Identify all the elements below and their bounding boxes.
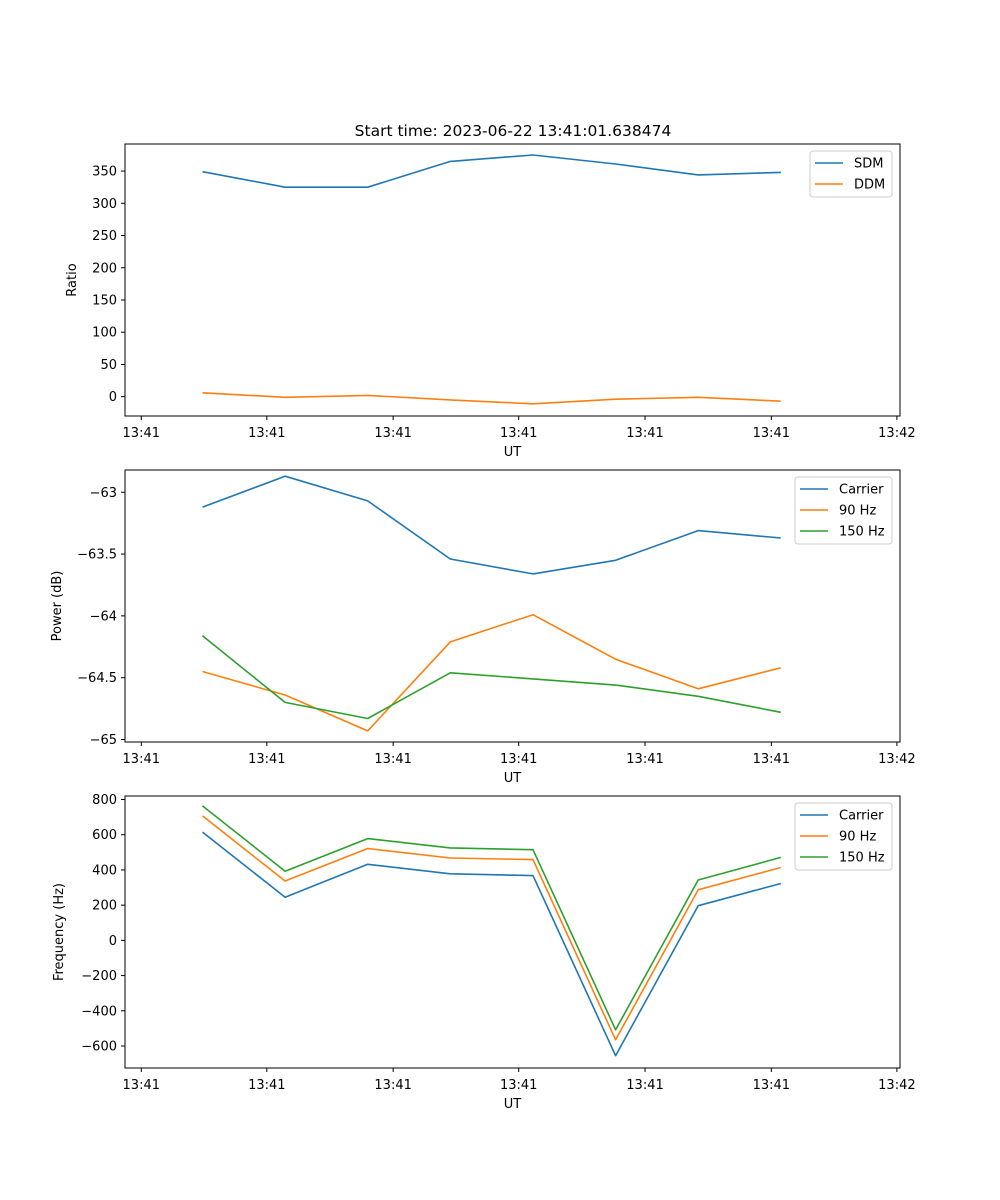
panel-2: −65 −64.5 −64 −63.5 −63 13:41 13:41 13:41 13:41 1… [50,469,916,786]
y-tick-label: 0 [109,390,117,405]
legend-label: 90 Hz [839,504,876,519]
x-tick-label: 13:41 [123,426,160,441]
y-axis-label: Frequency (Hz) [52,883,67,981]
x-tick-label: 13:42 [878,1078,915,1093]
legend: Carrier 90 Hz 150 Hz [794,802,893,871]
x-tick-label: 13:41 [374,752,411,767]
legend: Carrier 90 Hz 150 Hz [794,476,893,545]
series-line-90-hz [202,613,781,732]
chart-panels: 0 50 100 150 200 250 300 350 13:41 13:41 13:41 13:4… [50,143,916,1112]
x-tick-label: 13:41 [123,1078,160,1093]
legend: SDM DDM [809,150,893,198]
y-tick-label: 800 [92,793,117,808]
series-line-ddm [202,392,781,405]
y-tick-label: 300 [92,197,117,212]
legend-label: SDM [854,157,883,172]
legend-label: 150 Hz [839,851,885,866]
series-line-carrier [202,475,781,575]
x-tick-label: 13:41 [248,1078,285,1093]
legend-label: Carrier [839,809,884,824]
x-tick-label: 13:41 [374,1078,411,1093]
legend-box [794,476,893,545]
x-tick-label: 13:41 [374,426,411,441]
y-tick-label: 150 [92,293,117,308]
x-tick-label: 13:41 [626,1078,663,1093]
legend-box [794,802,893,871]
y-axis-label: Power (dB) [50,571,65,642]
y-tick-label: −200 [81,969,117,984]
x-tick-label: 13:41 [248,426,285,441]
series-line-150-hz [201,635,781,720]
x-tick-label: 13:41 [753,752,790,767]
series-line-sdm [202,154,781,188]
x-tick-label: 13:42 [878,426,915,441]
y-tick-label: 600 [92,828,117,843]
x-tick-label: 13:41 [753,1078,790,1093]
y-tick-label: 400 [92,863,117,878]
x-axis-label: UT [504,445,522,460]
x-tick-label: 13:41 [626,752,663,767]
x-axis-label: UT [504,771,522,786]
y-tick-label: −65 [90,733,117,748]
y-tick-label: 200 [92,899,117,914]
y-tick-label: −400 [81,1004,117,1019]
legend-label: DDM [854,178,885,193]
panel-1: 0 50 100 150 200 250 300 350 13:41 13:41 13:41 13:4… [65,143,916,460]
series-line-150-hz [202,805,782,1031]
y-tick-label: −63.5 [77,548,117,563]
y-tick-label: 100 [92,326,117,341]
y-tick-label: 350 [92,165,117,180]
y-tick-label: −64.5 [77,671,117,686]
y-tick-label: 50 [100,358,117,373]
x-tick-label: 13:41 [500,426,537,441]
series-line-carrier [202,831,782,1057]
legend-label: 90 Hz [839,830,876,845]
panel-3: −600 −400 −200 0 200 400 600 800 13:41 13:41 13:41… [52,793,916,1112]
x-tick-label: 13:41 [753,426,790,441]
axes-frame [124,469,901,743]
series-line-90-hz [202,815,782,1041]
x-tick-label: 13:41 [500,752,537,767]
legend-label: Carrier [839,483,884,498]
y-axis-label: Ratio [65,263,80,296]
y-tick-label: −64 [90,609,117,624]
x-tick-label: 13:41 [626,426,663,441]
chart-title: Start time: 2023-06-22 13:41:01.638474 [355,122,672,140]
x-axis-label: UT [504,1097,522,1112]
y-tick-label: 0 [109,934,117,949]
x-tick-label: 13:41 [123,752,160,767]
y-tick-label: −600 [81,1039,117,1054]
axes-frame [124,795,901,1069]
y-tick-label: −63 [90,486,117,501]
y-tick-label: 250 [92,229,117,244]
axes-frame [124,143,901,417]
x-tick-label: 13:41 [248,752,285,767]
legend-label: 150 Hz [839,525,885,540]
x-tick-label: 13:42 [878,752,915,767]
x-tick-label: 13:41 [500,1078,537,1093]
y-tick-label: 200 [92,261,117,276]
